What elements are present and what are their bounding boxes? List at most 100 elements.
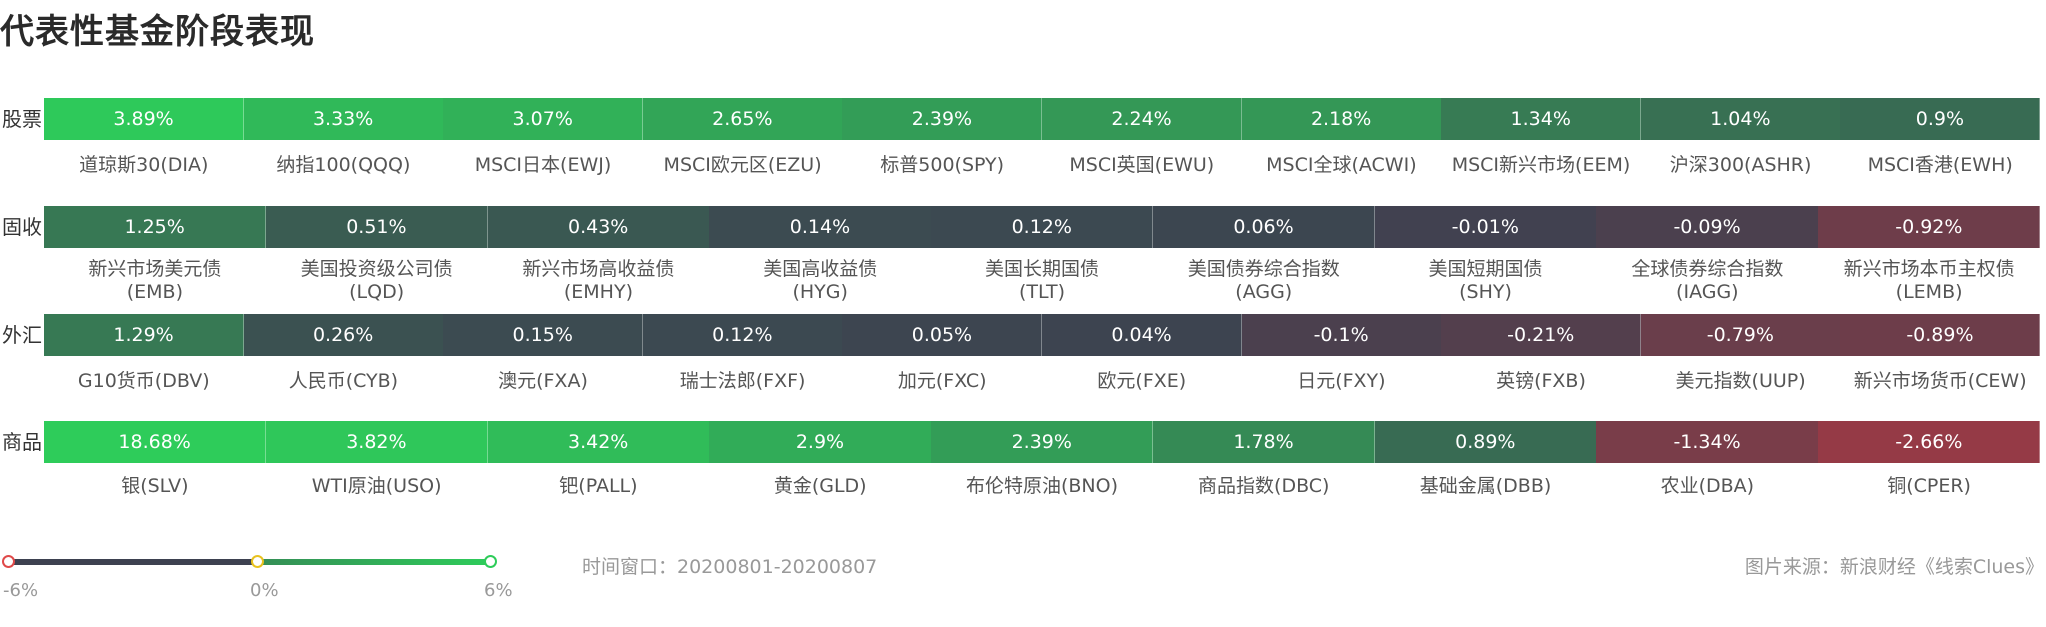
heatmap-cell: -0.09% [1596,206,1819,248]
heatmap-cell: 1.34% [1441,98,1642,140]
fund-name-label: 布伦特原油(BNO) [965,475,1118,497]
legend-max-label: 6% [484,580,513,601]
time-window-note: 时间窗口：20200801-20200807 [582,556,878,578]
heatmap-cell: 3.82% [265,421,489,463]
fund-code-label: (AGG) [1235,281,1293,303]
fund-name-label: 美国债券综合指数 (AGG) [1187,258,1340,303]
fund-name-label: G10货币(DBV) [77,370,210,392]
heatmap-cell: 2.9% [709,421,932,463]
heatmap-cell: 2.39% [931,421,1154,463]
heatmap-cell: 0.12% [642,314,843,356]
heatmap-cell: 2.18% [1241,98,1442,140]
fund-name-label: MSCI英国(EWU) [1069,154,1215,176]
fund-name-label: 美国短期国债 (SHY) [1428,258,1543,303]
heatmap-cell: 0.89% [1374,421,1597,463]
heatmap-cell: 0.26% [243,314,444,356]
legend-gradient-positive [257,559,490,565]
heatmap-cell: -0.92% [1818,206,2041,248]
legend-min-label: -6% [3,580,39,601]
fund-code-label: (LEMB) [1895,281,1963,303]
heatmap-cell: 2.39% [842,98,1043,140]
heatmap-cell: 0.51% [265,206,489,248]
fund-name-label: 农业(DBA) [1660,475,1755,497]
fund-name-label: 钯(PALL) [559,475,638,497]
heatmap-cell: -0.1% [1241,314,1442,356]
fund-name-label: 全球债券综合指数 (IAGG) [1631,258,1784,303]
fund-name-label: MSCI全球(ACWI) [1266,154,1417,176]
heatmap-cell: 0.14% [709,206,932,248]
fund-name-label: 新兴市场货币(CEW) [1853,370,2027,392]
row-label: 固收 [2,215,42,239]
row-label: 股票 [2,107,42,131]
legend-min-marker [2,555,15,568]
fund-code-label: (TLT) [1018,281,1065,303]
heatmap-cell: 3.42% [487,421,710,463]
heatmap-cell: -1.34% [1596,421,1819,463]
fund-name-label: 新兴市场高收益债 (EMHY) [522,258,675,303]
fund-name-label: 商品指数(DBC) [1198,475,1330,497]
fund-name-label: 道琼斯30(DIA) [79,154,209,176]
row-label: 商品 [2,430,42,454]
heatmap-cell: -0.01% [1374,206,1597,248]
fund-name-label: 纳指100(QQQ) [276,154,411,176]
heatmap-cell: -0.89% [1840,314,2041,356]
heatmap-cell: 0.43% [487,206,710,248]
fund-name-label: 美国长期国债 (TLT) [984,258,1099,303]
heatmap-cell: 1.29% [44,314,245,356]
heatmap-cell: 3.33% [243,98,444,140]
heatmap-cell: 1.25% [44,206,267,248]
heatmap-cell: 0.15% [443,314,644,356]
fund-name-label: 瑞士法郎(FXF) [679,370,806,392]
fund-name-label: 欧元(FXE) [1097,370,1187,392]
legend-zero-label: 0% [250,580,279,601]
fund-name-label: 沪深300(ASHR) [1669,154,1812,176]
fund-name-label: MSCI日本(EWJ) [474,154,612,176]
heatmap-cell: 1.78% [1152,421,1376,463]
fund-name-label: 黄金(GLD) [773,475,867,497]
fund-code-label: (EMHY) [563,281,633,303]
heatmap-cell: 2.65% [642,98,843,140]
fund-name-label: WTI原油(USO) [311,475,442,497]
fund-name-label: MSCI香港(EWH) [1867,154,2013,176]
fund-name-label: 标普500(SPY) [880,154,1005,176]
heatmap-cell: -0.21% [1441,314,1642,356]
source-note: 图片来源：新浪财经《线索Clues》 [1744,556,2044,578]
fund-name-label: 新兴市场本币主权债 (LEMB) [1843,258,2015,303]
legend-gradient-negative [8,559,257,565]
fund-name-label: 美元指数(UUP) [1675,370,1806,392]
fund-name-label: MSCI新兴市场(EEM) [1451,154,1631,176]
fund-name-label: 银(SLV) [121,475,189,497]
fund-name-label: 基础金属(DBB) [1419,475,1552,497]
heatmap-cell: -2.66% [1818,421,2041,463]
fund-name-label: 新兴市场美元债 (EMB) [88,258,222,303]
fund-name-label: 美国高收益债 (HYG) [763,258,878,303]
fund-name-label: MSCI欧元区(EZU) [663,154,822,176]
heatmap-cell: 1.04% [1640,98,1841,140]
heatmap-cell: 18.68% [44,421,267,463]
fund-name-label: 英镑(FXB) [1496,370,1586,392]
fund-name-label: 美国投资级公司债 (LQD) [300,258,453,303]
chart-title: 代表性基金阶段表现 [0,12,315,52]
fund-name-label: 澳元(FXA) [498,370,588,392]
heatmap-cell: 0.06% [1152,206,1376,248]
fund-name-label: 人民币(CYB) [288,370,399,392]
fund-name-label: 加元(FXC) [897,370,987,392]
fund-code-label: (HYG) [792,281,848,303]
heatmap-cell: 0.04% [1042,314,1243,356]
heatmap-cell: 3.89% [44,98,245,140]
fund-code-label: (IAGG) [1676,281,1739,303]
fund-name-label: 日元(FXY) [1297,370,1386,392]
fund-code-label: (LQD) [349,281,405,303]
heatmap-cell: 3.07% [443,98,644,140]
legend-max-marker [484,555,497,568]
heatmap-cell: 0.12% [931,206,1154,248]
heatmap-cell: -0.79% [1640,314,1841,356]
fund-code-label: (SHY) [1459,281,1512,303]
heatmap-cell: 2.24% [1042,98,1243,140]
heatmap-cell: 0.05% [842,314,1043,356]
fund-code-label: (EMB) [126,281,184,303]
fund-name-label: 铜(CPER) [1887,475,1971,497]
row-label: 外汇 [2,323,42,347]
legend-zero-marker [251,555,264,568]
heatmap-cell: 0.9% [1840,98,2041,140]
